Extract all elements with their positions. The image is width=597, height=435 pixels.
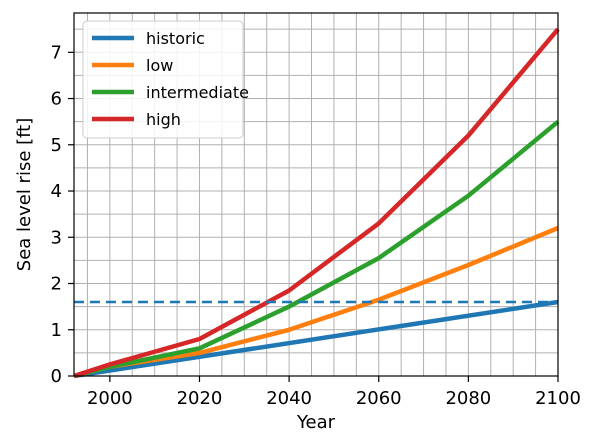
legend-label-low: low [146, 56, 173, 75]
y-tick-label: 1 [51, 320, 62, 341]
legend: historic low intermediate high [82, 20, 249, 139]
y-tick-label: 6 [51, 89, 62, 110]
series-line-intermediate [73, 119, 560, 379]
y-tick-label: 3 [51, 227, 62, 248]
y-tick-label: 2 [51, 274, 62, 295]
series-layer [73, 27, 560, 379]
y-axis-label: Sea level rise [ft] [14, 118, 35, 271]
legend-label-historic: historic [146, 29, 205, 48]
x-tick-label: 2080 [445, 388, 491, 409]
axis-ticks: 2000 2020 2040 2060 2080 2100 0 1 2 3 4 5 6 7 [51, 42, 581, 409]
x-tick-label: 2000 [87, 388, 133, 409]
x-tick-label: 2020 [177, 388, 223, 409]
x-tick-label: 2040 [266, 388, 312, 409]
x-tick-label: 2060 [356, 388, 402, 409]
legend-label-high: high [146, 110, 181, 129]
y-tick-label: 4 [51, 181, 62, 202]
legend-label-intermediate: intermediate [146, 83, 249, 102]
y-tick-label: 0 [51, 366, 62, 387]
x-tick-label: 2100 [535, 388, 581, 409]
y-tick-label: 5 [51, 135, 62, 156]
x-axis-label: Year [296, 412, 336, 433]
series-line-historic [73, 299, 559, 379]
plot-frame [73, 12, 559, 377]
series-line-high [73, 27, 560, 379]
legend-box [82, 20, 244, 139]
y-tick-label: 7 [51, 42, 62, 63]
